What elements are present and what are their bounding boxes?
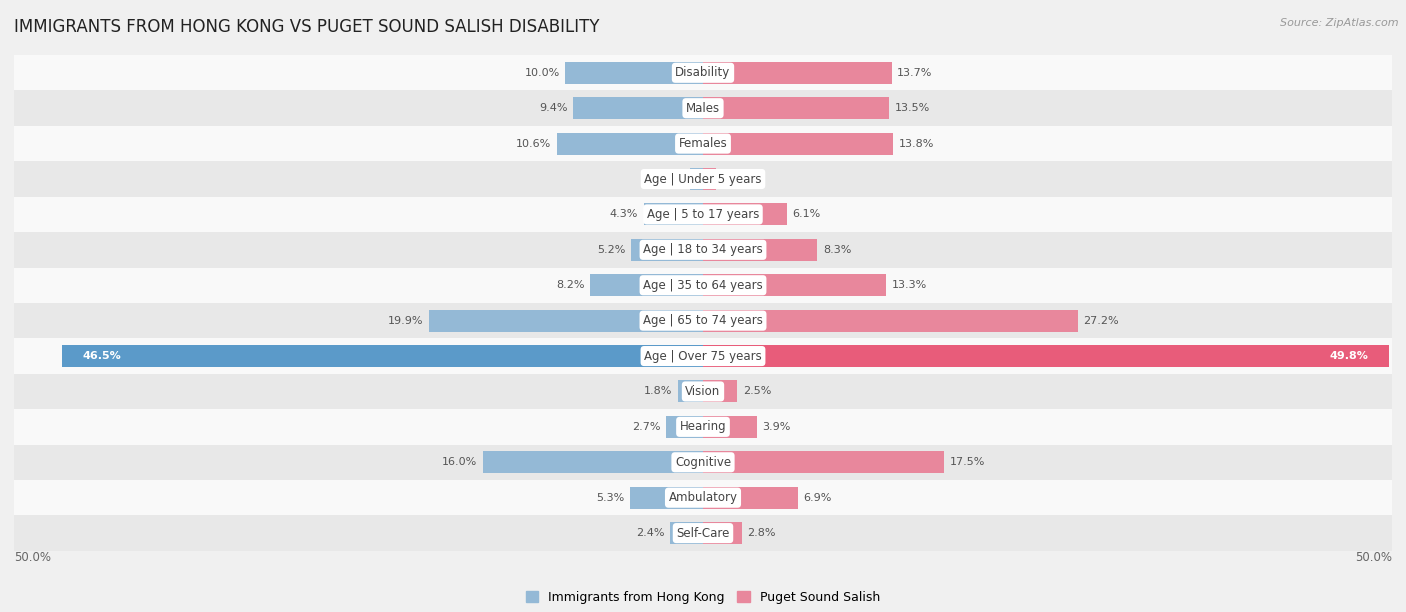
- Bar: [703, 310, 1078, 332]
- Bar: [703, 168, 717, 190]
- Bar: [703, 381, 738, 403]
- Bar: [678, 381, 703, 403]
- Text: 13.5%: 13.5%: [894, 103, 929, 113]
- Text: 10.0%: 10.0%: [524, 68, 560, 78]
- Text: 2.7%: 2.7%: [631, 422, 661, 432]
- Text: 3.9%: 3.9%: [762, 422, 790, 432]
- Bar: [703, 133, 893, 155]
- Text: 16.0%: 16.0%: [441, 457, 477, 468]
- Text: 8.2%: 8.2%: [555, 280, 585, 290]
- Text: 2.4%: 2.4%: [636, 528, 665, 538]
- Text: Males: Males: [686, 102, 720, 114]
- Bar: [557, 133, 703, 155]
- Text: 1.8%: 1.8%: [644, 386, 672, 397]
- Bar: [703, 274, 886, 296]
- Bar: [703, 203, 787, 225]
- Bar: [703, 97, 889, 119]
- Bar: [703, 416, 756, 438]
- Bar: [644, 203, 703, 225]
- Text: Vision: Vision: [685, 385, 721, 398]
- Legend: Immigrants from Hong Kong, Puget Sound Salish: Immigrants from Hong Kong, Puget Sound S…: [520, 586, 886, 609]
- Bar: [690, 168, 703, 190]
- Text: Ambulatory: Ambulatory: [668, 491, 738, 504]
- Bar: [703, 487, 799, 509]
- Text: Age | 35 to 64 years: Age | 35 to 64 years: [643, 278, 763, 292]
- Bar: [703, 451, 945, 473]
- Bar: [666, 416, 703, 438]
- Text: 13.3%: 13.3%: [891, 280, 927, 290]
- Bar: [14, 232, 1392, 267]
- Bar: [14, 196, 1392, 232]
- Bar: [14, 55, 1392, 91]
- Bar: [14, 374, 1392, 409]
- Text: Age | 65 to 74 years: Age | 65 to 74 years: [643, 314, 763, 327]
- Text: 27.2%: 27.2%: [1083, 316, 1119, 326]
- Text: Females: Females: [679, 137, 727, 150]
- Text: Age | Under 5 years: Age | Under 5 years: [644, 173, 762, 185]
- Bar: [630, 487, 703, 509]
- Bar: [703, 345, 1389, 367]
- Text: 13.7%: 13.7%: [897, 68, 932, 78]
- Bar: [574, 97, 703, 119]
- Text: 8.3%: 8.3%: [823, 245, 851, 255]
- Text: Age | 18 to 34 years: Age | 18 to 34 years: [643, 244, 763, 256]
- Bar: [14, 515, 1392, 551]
- Text: Age | Over 75 years: Age | Over 75 years: [644, 349, 762, 362]
- Bar: [62, 345, 703, 367]
- Text: 4.3%: 4.3%: [610, 209, 638, 220]
- Bar: [14, 91, 1392, 126]
- Bar: [14, 267, 1392, 303]
- Text: Source: ZipAtlas.com: Source: ZipAtlas.com: [1281, 18, 1399, 28]
- Text: 6.9%: 6.9%: [804, 493, 832, 502]
- Bar: [14, 444, 1392, 480]
- Bar: [631, 239, 703, 261]
- Text: 9.4%: 9.4%: [540, 103, 568, 113]
- Text: 46.5%: 46.5%: [83, 351, 122, 361]
- Bar: [565, 62, 703, 84]
- Text: 2.5%: 2.5%: [742, 386, 772, 397]
- Text: Cognitive: Cognitive: [675, 456, 731, 469]
- Text: 5.3%: 5.3%: [596, 493, 624, 502]
- Bar: [14, 126, 1392, 162]
- Text: Disability: Disability: [675, 66, 731, 80]
- Bar: [14, 480, 1392, 515]
- Text: 50.0%: 50.0%: [14, 551, 51, 564]
- Bar: [14, 162, 1392, 196]
- Bar: [591, 274, 703, 296]
- Bar: [703, 239, 817, 261]
- Text: 49.8%: 49.8%: [1330, 351, 1368, 361]
- Text: Hearing: Hearing: [679, 420, 727, 433]
- Text: IMMIGRANTS FROM HONG KONG VS PUGET SOUND SALISH DISABILITY: IMMIGRANTS FROM HONG KONG VS PUGET SOUND…: [14, 18, 599, 36]
- Text: 0.97%: 0.97%: [721, 174, 758, 184]
- Text: 5.2%: 5.2%: [598, 245, 626, 255]
- Text: 6.1%: 6.1%: [793, 209, 821, 220]
- Bar: [429, 310, 703, 332]
- Bar: [14, 338, 1392, 374]
- Bar: [14, 303, 1392, 338]
- Text: 13.8%: 13.8%: [898, 138, 934, 149]
- Text: 0.95%: 0.95%: [650, 174, 685, 184]
- Text: Age | 5 to 17 years: Age | 5 to 17 years: [647, 208, 759, 221]
- Text: 19.9%: 19.9%: [388, 316, 423, 326]
- Bar: [703, 62, 891, 84]
- Text: 17.5%: 17.5%: [949, 457, 986, 468]
- Text: 2.8%: 2.8%: [747, 528, 776, 538]
- Bar: [482, 451, 703, 473]
- Bar: [703, 522, 741, 544]
- Text: 10.6%: 10.6%: [516, 138, 551, 149]
- Bar: [669, 522, 703, 544]
- Text: 50.0%: 50.0%: [1355, 551, 1392, 564]
- Bar: [14, 409, 1392, 444]
- Text: Self-Care: Self-Care: [676, 526, 730, 540]
